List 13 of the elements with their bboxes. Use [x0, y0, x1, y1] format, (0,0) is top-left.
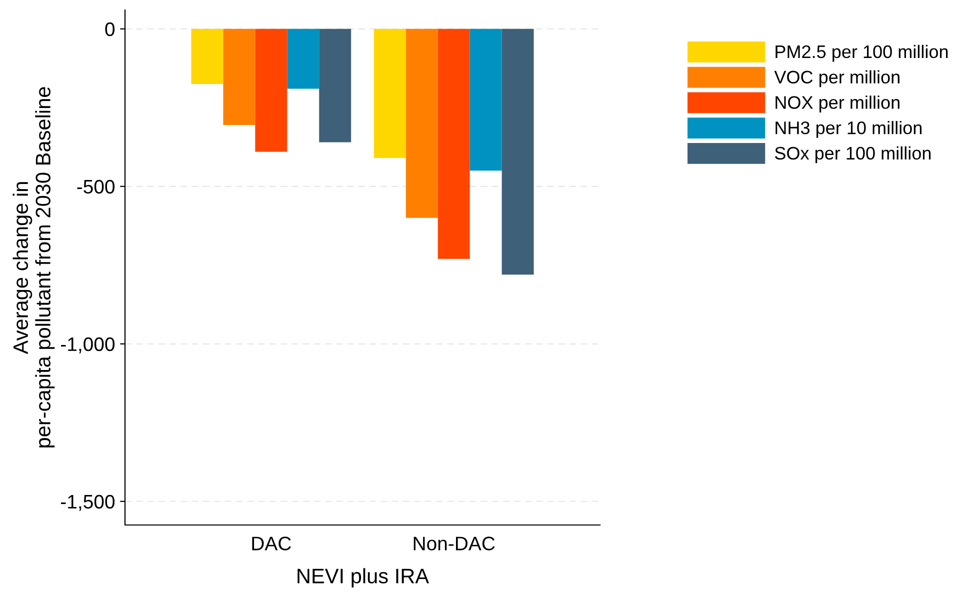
legend-label: PM2.5 per 100 million	[776, 44, 948, 62]
x-tick-label: Non-DAC	[414, 536, 495, 550]
y-tick-label: -500	[77, 180, 115, 194]
x-axis-title: NEVI plus IRA	[298, 568, 430, 588]
y-tick-label: -1,000	[61, 337, 115, 354]
y-axis-title: Average change in per-capita pollutant from 2030 Baseline	[12, 87, 55, 448]
y-tick-label: 0	[105, 22, 115, 36]
y-tick-label: -1,500	[61, 494, 115, 511]
legend-label: VOC per million	[774, 70, 900, 88]
legend-label: NOX per million	[776, 96, 900, 112]
legend-label: NH3 per 10 million	[776, 120, 922, 138]
x-tick-label: DAC	[252, 536, 291, 550]
legend-label: SOx per 100 million	[774, 146, 931, 164]
